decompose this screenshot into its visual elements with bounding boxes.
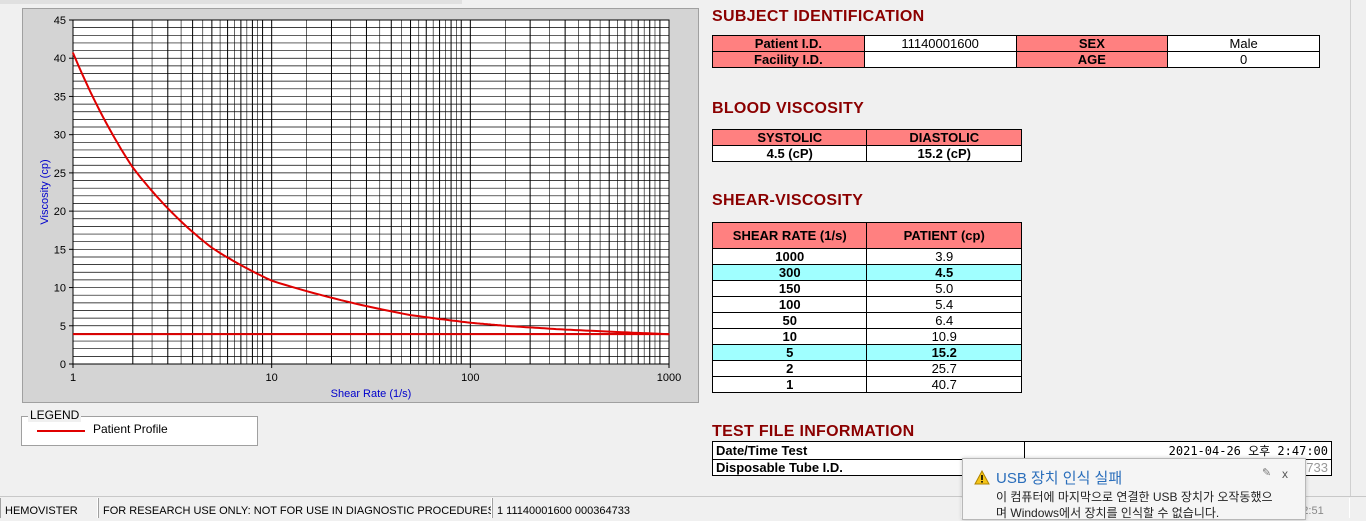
shear-rate-cell: 2 [711, 360, 868, 377]
testfile-title: TEST FILE INFORMATION [712, 423, 915, 440]
data-point [564, 328, 566, 331]
patient-value-cell: 15.2 [866, 344, 1022, 361]
x-tick-label: 100 [461, 372, 479, 384]
table-row: 5 15.2 [711, 344, 1022, 361]
data-point [72, 52, 74, 54]
y-tick-label: 5 [60, 321, 66, 333]
x-axis-label: Shear Rate (1/s) [331, 388, 412, 400]
y-tick-label: 0 [60, 359, 66, 371]
age-value: 0 [1167, 51, 1320, 68]
status-app: HEMOVISTER [0, 498, 98, 518]
tube-label: Disposable Tube I.D. [712, 459, 1025, 476]
diastolic-label: DIASTOLIC [866, 129, 1022, 146]
y-tick-label: 15 [54, 244, 66, 256]
age-label: AGE [1015, 51, 1169, 68]
usb-notification[interactable] [962, 458, 1306, 520]
patient-value-cell: 25.7 [866, 360, 1022, 377]
warning-icon [974, 470, 990, 485]
data-point [211, 247, 213, 249]
y-tick-label: 20 [54, 206, 66, 218]
scroll-edge [1350, 0, 1366, 496]
close-button[interactable]: x [1282, 467, 1288, 481]
shear-rate-cell: 150 [711, 280, 868, 297]
shear-rate-cell: 300 [711, 264, 868, 281]
y-axis-label: Viscosity (cp) [39, 159, 51, 224]
table-row: 150 5.0 [711, 280, 1022, 297]
systolic-label: SYSTOLIC [711, 129, 868, 146]
diastolic-value: 15.2 (cP) [866, 145, 1022, 162]
table-row: 300 4.5 [711, 264, 1022, 281]
subject-title: SUBJECT IDENTIFICATION [712, 8, 925, 25]
patient-value-cell: 4.5 [866, 264, 1022, 281]
table-row: 100 5.4 [711, 296, 1022, 313]
data-point [504, 324, 507, 327]
patient-value-cell: 6.4 [866, 312, 1022, 329]
data-point [132, 166, 134, 169]
patient-value-cell: 40.7 [866, 376, 1022, 393]
shear-table: SHEAR RATE (1/s) PATIENT (cp) 1000 3.9 300… [711, 222, 1022, 393]
legend-swatch [37, 430, 85, 432]
data-point [409, 314, 412, 316]
y-tick-label: 45 [54, 15, 66, 27]
y-tick-label: 25 [54, 168, 66, 180]
patient-value-cell: 10.9 [866, 328, 1022, 345]
table-row: 1000 3.9 [711, 248, 1022, 265]
pin-icon[interactable]: ✎ [1262, 467, 1272, 479]
legend-title: LEGEND [28, 408, 82, 422]
shear-rate-cell: 1000 [711, 248, 868, 265]
blood-table: SYSTOLIC DIASTOLIC 4.5 (cP) 15.2 (cP) [711, 129, 1022, 162]
sex-label: SEX [1015, 35, 1169, 52]
sex-value: Male [1167, 35, 1320, 52]
subject-table: Patient I.D. 11140001600 SEX Male Facili… [712, 35, 1320, 68]
data-point [668, 333, 670, 335]
viscosity-chart: 0 5 10 15 20 25 30 35 40 45 1 10 100 1000 Shear Rate (… [39, 15, 681, 400]
notification-title: USB 장치 인식 실패 [996, 470, 1123, 487]
date-value: 2021-04-26 오후 2:47:00 [1024, 441, 1332, 460]
status-record: 1 11140001600 000364733 [492, 498, 962, 518]
patient-value-cell: 5.4 [866, 296, 1022, 313]
shear-rate-cell: 10 [711, 328, 868, 345]
notification-text-1: 이 컴퓨터에 마지막으로 연결한 USB 장치가 오작동했으 [996, 490, 1273, 504]
shear-rate-header: SHEAR RATE (1/s) [711, 222, 868, 249]
table-row: 10 10.9 [711, 328, 1022, 345]
y-tick-label: 10 [54, 283, 66, 295]
systolic-value: 4.5 (cP) [711, 145, 868, 162]
data-point [469, 321, 472, 324]
shear-rate-cell: 100 [711, 296, 868, 313]
blood-title: BLOOD VISCOSITY [712, 100, 865, 117]
patient-header: PATIENT (cp) [866, 222, 1022, 249]
shear-rate-cell: 1 [711, 376, 868, 393]
y-tick-label: 30 [54, 130, 66, 142]
facility-value [863, 51, 1017, 68]
x-tick-label: 1 [70, 372, 76, 384]
plot-area [72, 19, 670, 365]
facility-label: Facility I.D. [712, 51, 865, 68]
y-tick-label: 40 [54, 53, 66, 65]
status-notice: FOR RESEARCH USE ONLY: NOT FOR USE IN DI… [98, 498, 492, 518]
notification-text-2: 며 Windows에서 장치를 인식할 수 없습니다. [996, 506, 1220, 520]
top-strip [0, 0, 462, 4]
table-row: 1 40.7 [711, 376, 1022, 393]
patient-id-value: 11140001600 [863, 35, 1017, 52]
shear-rate-cell: 50 [711, 312, 868, 329]
x-tick-label: 10 [266, 372, 278, 384]
legend-entry: Patient Profile [93, 422, 168, 436]
patient-id-label: Patient I.D. [712, 35, 865, 52]
x-tick-label: 1000 [657, 372, 681, 384]
y-tick-label: 35 [54, 91, 66, 103]
table-row: 2 25.7 [711, 360, 1022, 377]
shear-rate-cell: 5 [711, 344, 868, 361]
data-point [270, 279, 273, 282]
patient-value-cell: 3.9 [866, 248, 1022, 265]
table-row: 50 6.4 [711, 312, 1022, 329]
date-label: Date/Time Test [712, 441, 1025, 460]
patient-value-cell: 5.0 [866, 280, 1022, 297]
chart-panel: 0 5 10 15 20 25 30 35 40 45 1 10 100 1000 Shear Rate (… [22, 8, 699, 403]
shear-title: SHEAR-VISCOSITY [712, 192, 864, 209]
